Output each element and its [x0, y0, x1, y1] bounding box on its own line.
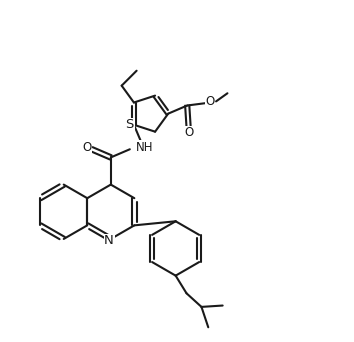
Text: N: N — [104, 234, 114, 247]
Text: O: O — [82, 141, 91, 154]
Text: S: S — [126, 118, 134, 131]
Text: O: O — [184, 127, 193, 140]
Text: O: O — [206, 94, 215, 107]
Text: NH: NH — [136, 141, 154, 154]
